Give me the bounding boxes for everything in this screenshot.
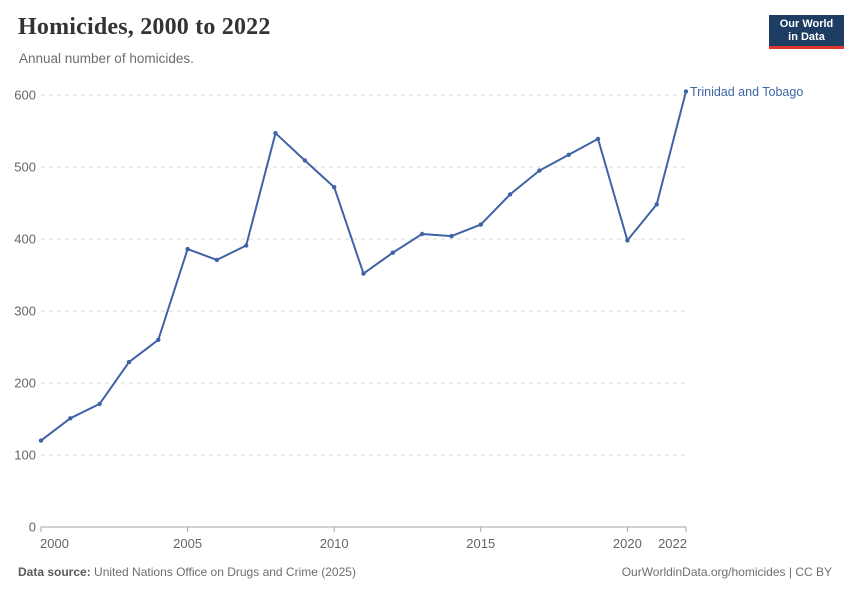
chart-subtitle: Annual number of homicides. <box>19 51 194 66</box>
data-point[interactable] <box>97 401 102 407</box>
data-point[interactable] <box>273 131 278 136</box>
data-point[interactable] <box>244 243 249 248</box>
data-point[interactable] <box>449 233 454 239</box>
data-point[interactable] <box>38 438 44 443</box>
owid-logo[interactable]: Our World in Data <box>769 15 844 49</box>
y-tick-label: 300 <box>14 304 36 319</box>
data-point[interactable] <box>390 250 395 255</box>
data-point[interactable] <box>478 222 483 227</box>
y-tick-label: 100 <box>14 448 36 463</box>
data-source-text: United Nations Office on Drugs and Crime… <box>90 565 356 579</box>
x-tick-label: 2005 <box>173 536 202 551</box>
y-tick-label: 0 <box>29 520 36 535</box>
entity-label[interactable]: Trinidad and Tobago <box>690 85 804 99</box>
data-source: Data source: United Nations Office on Dr… <box>18 565 356 579</box>
data-point[interactable] <box>419 231 425 237</box>
data-source-label: Data source: <box>18 565 91 579</box>
y-tick-label: 500 <box>14 160 36 175</box>
y-tick-label: 200 <box>14 376 36 391</box>
data-point[interactable] <box>595 136 601 142</box>
data-point[interactable] <box>185 246 190 252</box>
x-tick-label: 2000 <box>40 536 69 551</box>
owid-logo-text: Our World in Data <box>779 18 834 43</box>
data-point[interactable] <box>683 89 689 94</box>
data-point[interactable] <box>214 257 220 263</box>
x-tick-label: 2020 <box>613 536 642 551</box>
data-point[interactable] <box>332 185 337 190</box>
data-point[interactable] <box>625 238 630 243</box>
data-point[interactable] <box>537 168 542 173</box>
chart-title: Homicides, 2000 to 2022 <box>18 14 271 40</box>
data-point[interactable] <box>361 271 366 276</box>
data-point[interactable] <box>507 192 513 197</box>
y-tick-label: 400 <box>14 232 36 247</box>
data-line[interactable] <box>40 90 687 442</box>
data-point[interactable] <box>302 158 308 163</box>
x-tick-label: 2010 <box>320 536 349 551</box>
data-point[interactable] <box>126 359 132 365</box>
footer: Data source: United Nations Office on Dr… <box>18 565 832 579</box>
y-tick-label: 600 <box>14 88 36 103</box>
credit-text: OurWorldinData.org/homicides | CC BY <box>621 565 832 579</box>
data-point[interactable] <box>68 416 73 421</box>
x-tick-label: 2015 <box>466 536 495 551</box>
data-point[interactable] <box>566 152 571 157</box>
data-point[interactable] <box>654 202 659 207</box>
data-point[interactable] <box>156 337 161 342</box>
x-tick-label: 2022 <box>658 536 687 551</box>
